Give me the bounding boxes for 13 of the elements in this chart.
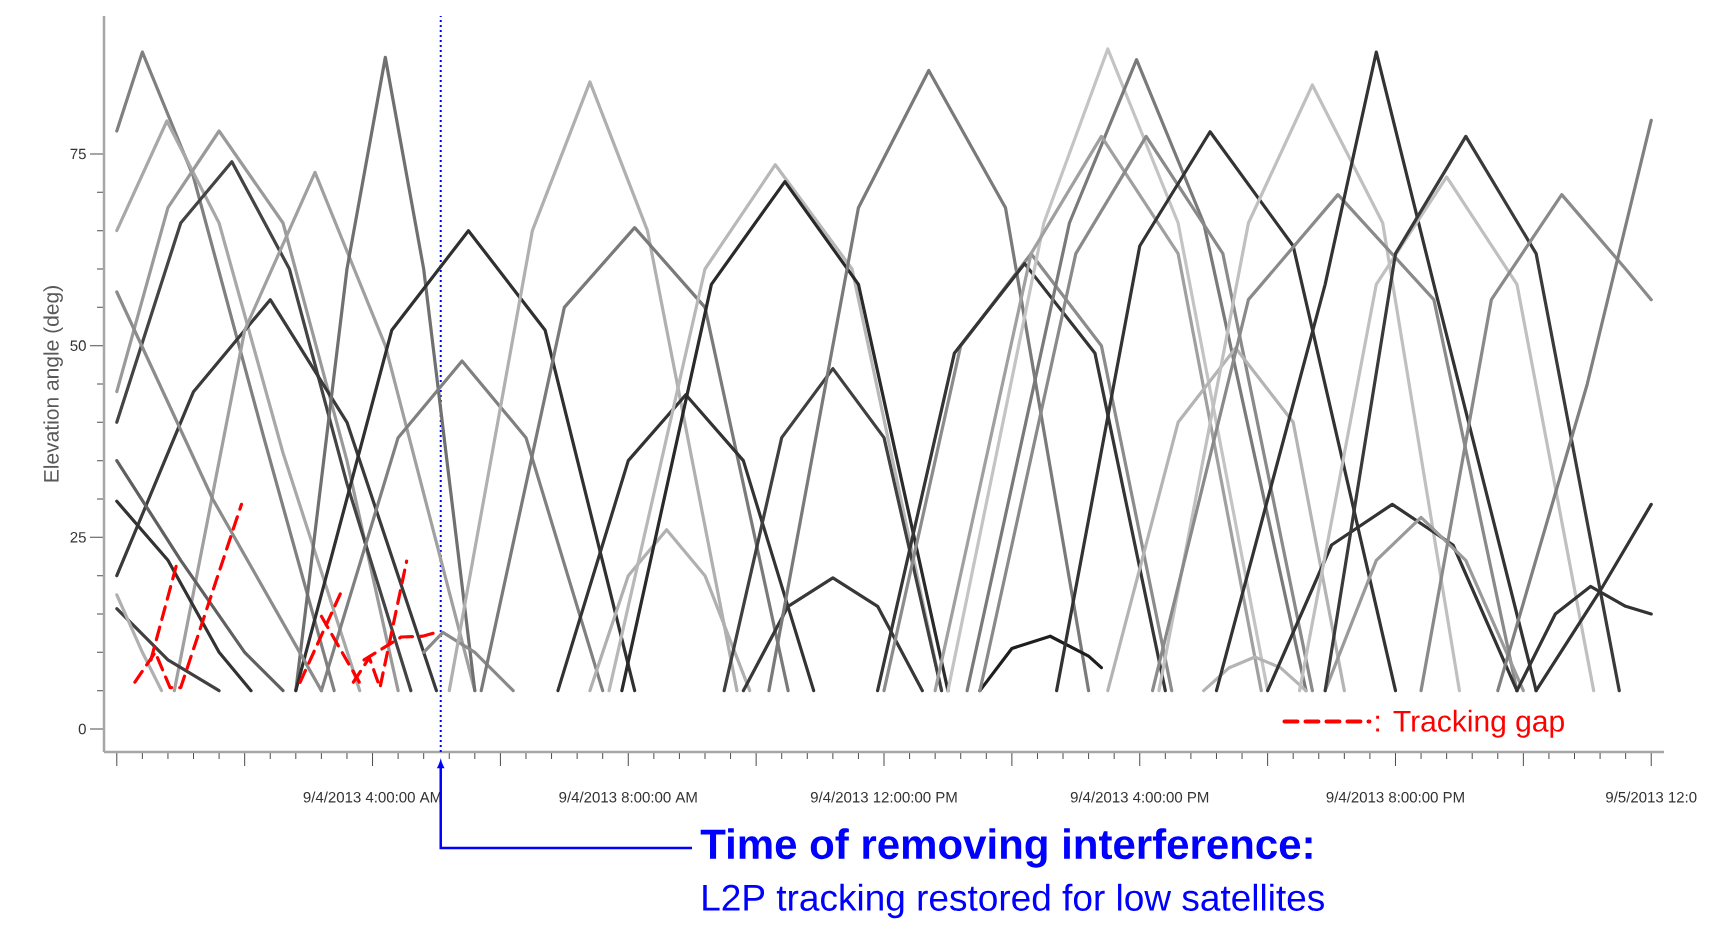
y-axis-title: Elevation angle (deg) xyxy=(43,286,63,482)
text: L2P tracking restored for low satellites xyxy=(703,883,1324,919)
y-tick-label: 0 xyxy=(78,723,86,735)
x-tick-label: 9/4/2013 8:00:00 PM xyxy=(1326,791,1464,803)
x-tick-label: 9/4/2013 4:00:00 PM xyxy=(1070,791,1209,803)
y-tick-label: 50 xyxy=(70,340,86,351)
x-tick-label: 9/5/2013 12:0 xyxy=(1606,791,1697,803)
y-tick-label: 25 xyxy=(70,532,86,543)
x-tick-label: 9/4/2013 8:00:00 AM xyxy=(559,791,697,803)
y-tick-label: 75 xyxy=(70,148,86,160)
text: Time of removing interference: xyxy=(700,828,1312,868)
x-tick-label: 9/4/2013 12:00:00 PM xyxy=(810,791,957,803)
legend-label: : Tracking gap xyxy=(1376,709,1564,738)
